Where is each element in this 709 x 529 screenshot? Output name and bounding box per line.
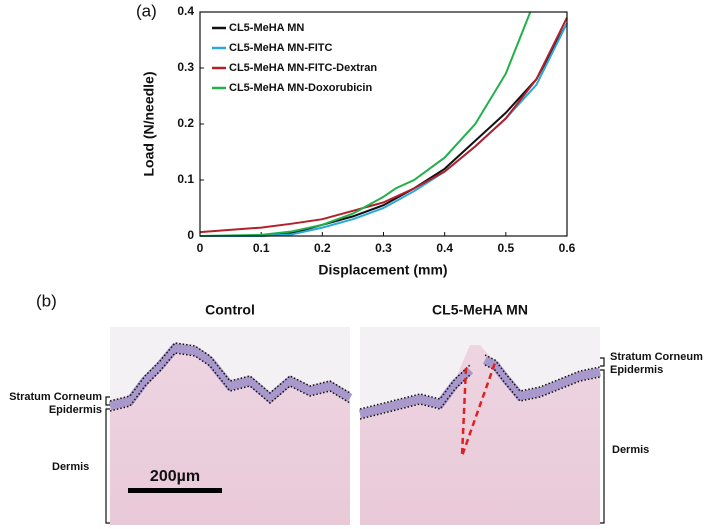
x-tick-label: 0.5 xyxy=(497,241,514,255)
image-title: Control xyxy=(205,302,255,318)
y-tick-label: 0 xyxy=(187,228,194,242)
layer-label: Stratum Corneum xyxy=(9,391,102,403)
layer-label: Dermis xyxy=(52,461,89,473)
series-line xyxy=(199,17,568,234)
legend-label: CL5-MeHA MN-FITC xyxy=(229,42,333,54)
panel-label: (a) xyxy=(136,1,157,20)
y-axis-label: Load (N/needle) xyxy=(141,71,157,176)
x-tick-label: 0.6 xyxy=(559,241,576,255)
legend-label: CL5-MeHA MN-Doxorubicin xyxy=(229,82,372,94)
x-tick-label: 0 xyxy=(197,241,204,255)
layer-label: Stratum Corneum xyxy=(610,351,703,363)
layer-label: Dermis xyxy=(612,444,649,456)
x-axis-label: Displacement (mm) xyxy=(318,262,447,278)
brackets xyxy=(105,357,605,524)
histology-mn xyxy=(358,327,601,525)
x-tick-label: 0.4 xyxy=(436,241,453,255)
y-tick-label: 0.2 xyxy=(177,116,194,130)
plot-frame xyxy=(199,11,568,237)
legend-label: CL5-MeHA MN xyxy=(229,22,304,34)
y-tick-label: 0.3 xyxy=(177,60,194,74)
legend-label: CL5-MeHA MN-FITC-Dextran xyxy=(229,62,377,74)
image-title: CL5-MeHA MN xyxy=(432,302,528,318)
y-tick-label: 0.1 xyxy=(177,172,194,186)
histology-control xyxy=(108,327,353,525)
x-tick-label: 0.1 xyxy=(253,241,270,255)
series-line xyxy=(199,11,532,237)
x-tick-label: 0.3 xyxy=(375,241,392,255)
layer-label: Epidermis xyxy=(610,364,663,376)
y-tick-label: 0.4 xyxy=(177,4,194,18)
series-line xyxy=(200,22,568,237)
layer-label: Epidermis xyxy=(49,404,102,416)
panel-label: (b) xyxy=(36,291,57,310)
scale-bar-label: 200µm xyxy=(150,468,200,485)
x-tick-label: 0.2 xyxy=(314,241,331,255)
